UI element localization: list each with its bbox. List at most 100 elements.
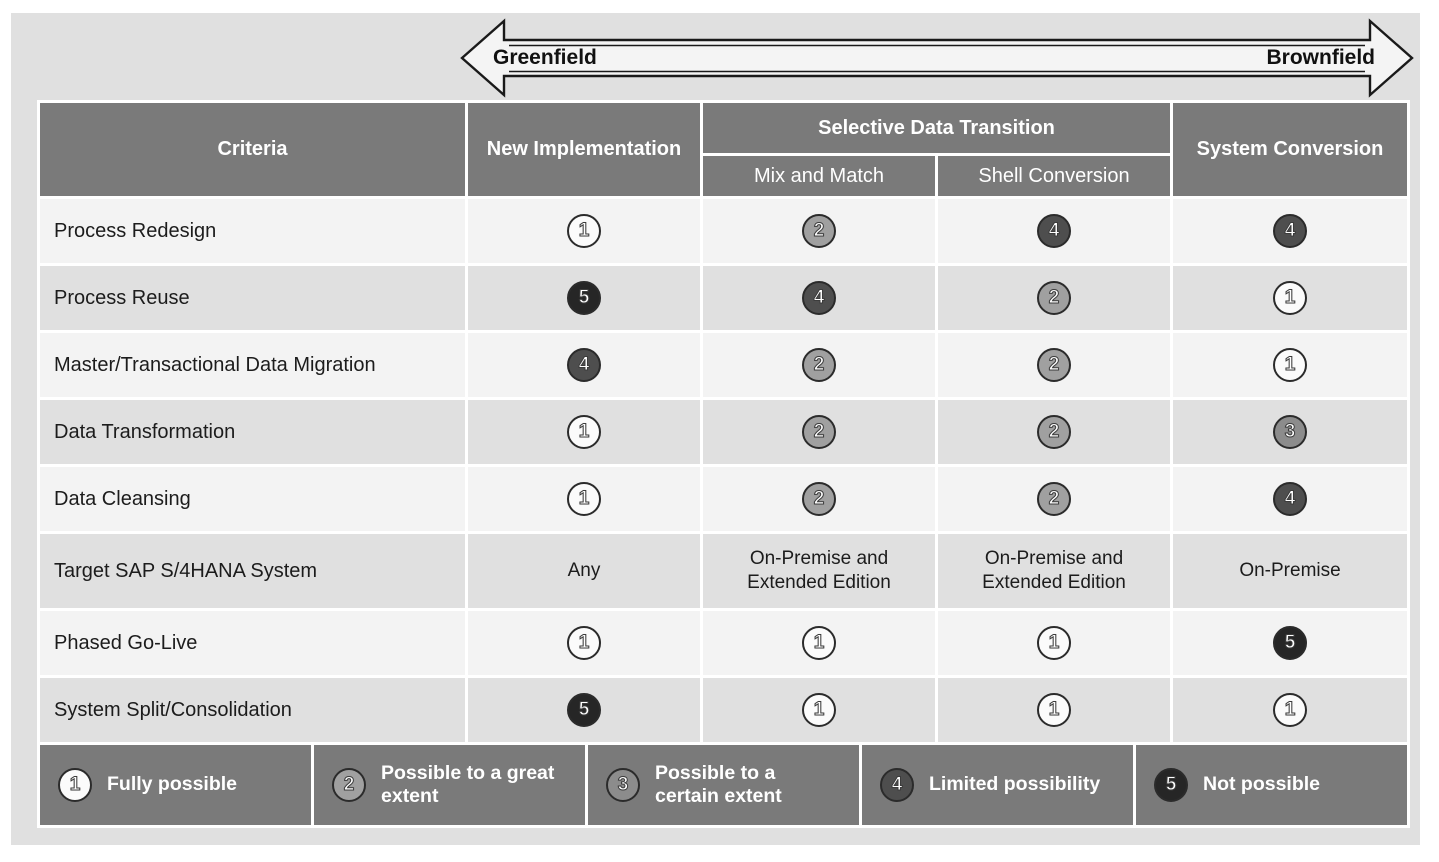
rating-badge: 2 [802,482,836,516]
system-conversion-header: System Conversion [1173,103,1408,196]
value-cell: 1 [703,611,935,675]
value-cell: 1 [703,678,935,742]
rating-badge: 4 [1037,214,1071,248]
rating-badge: 2 [332,768,366,802]
rating-badge: 1 [802,693,836,727]
selective-data-transition-header: Selective Data Transition [703,103,1171,153]
rating-badge: 1 [567,482,601,516]
value-cell: 1 [468,199,700,263]
new-implementation-header: New Implementation [468,103,700,196]
legend-item: 3 Possible to a certain extent [588,745,859,825]
table-row: Process Reuse 5 4 2 1 [40,266,1408,330]
header-row-top: Criteria New Implementation Selective Da… [40,103,1408,196]
table-row: Target SAP S/4HANA System Any On-Premise … [40,534,1408,608]
rating-badge: 2 [1037,348,1071,382]
value-cell: 1 [468,611,700,675]
legend-label: Possible to a certain extent [655,761,782,807]
value-cell: 2 [703,400,935,464]
value-cell: 2 [938,400,1171,464]
rating-badge: 2 [1037,415,1071,449]
rating-badge: 4 [567,348,601,382]
rating-badge: 2 [802,214,836,248]
table-row: Data Transformation 1 2 2 3 [40,400,1408,464]
criteria-header: Criteria [40,103,465,196]
rating-badge: 5 [1273,626,1308,660]
rating-badge: 5 [567,281,601,315]
criteria-cell: Data Cleansing [40,467,465,531]
comparison-table: Criteria New Implementation Selective Da… [37,100,1411,745]
value-cell: On-Premise [1173,534,1408,608]
header-row-sub: Mix and Match Shell Conversion [40,156,1407,196]
value-cell: 2 [703,199,935,263]
table-row: Phased Go-Live 1 1 1 5 [40,611,1408,675]
rating-badge: 2 [802,348,836,382]
legend: 1 Fully possible 2 Possible to a great e… [37,742,1410,828]
rating-badge: 1 [1037,626,1071,660]
value-cell: 1 [1173,266,1408,330]
value-cell: 2 [938,266,1171,330]
rating-badge: 1 [1273,281,1308,315]
legend-item: 5 Not possible [1136,745,1407,825]
rating-badge: 1 [1273,693,1308,727]
rating-badge: 1 [58,768,92,802]
value-cell: 2 [938,467,1171,531]
legend-label: Possible to a great extent [381,761,555,807]
value-cell: Any [468,534,700,608]
legend-label: Fully possible [107,773,238,796]
rating-badge: 5 [1154,768,1188,802]
value-cell: 5 [468,266,700,330]
rating-badge: 4 [1273,482,1308,516]
rating-badge: 1 [1273,348,1308,382]
greenfield-label: Greenfield [493,46,597,69]
rating-badge: 1 [1037,693,1071,727]
mix-and-match-header: Mix and Match [703,156,935,196]
rating-badge: 3 [606,768,640,802]
legend-label: Not possible [1203,773,1321,796]
rating-badge: 4 [1273,214,1308,248]
value-cell: 2 [938,333,1171,397]
rating-badge: 1 [567,626,601,660]
value-cell: 4 [468,333,700,397]
rating-badge: 1 [567,415,601,449]
criteria-cell: Process Redesign [40,199,465,263]
criteria-cell: Target SAP S/4HANA System [40,534,465,608]
value-cell: 1 [1173,333,1408,397]
value-cell: 1 [468,467,700,531]
value-cell: 1 [468,400,700,464]
rating-badge: 5 [567,693,601,727]
criteria-cell: Data Transformation [40,400,465,464]
legend-item: 2 Possible to a great extent [314,745,585,825]
criteria-cell: Process Reuse [40,266,465,330]
value-cell: 3 [1173,400,1408,464]
value-cell: 1 [938,678,1171,742]
legend-label: Limited possibility [929,773,1101,796]
value-cell: On-Premise and Extended Edition [938,534,1171,608]
table-row: System Split/Consolidation 5 1 1 1 [40,678,1408,742]
criteria-cell: System Split/Consolidation [40,678,465,742]
value-cell: 1 [938,611,1171,675]
value-cell: On-Premise and Extended Edition [703,534,935,608]
rating-badge: 4 [880,768,914,802]
rating-badge: 1 [802,626,836,660]
rating-badge: 4 [802,281,836,315]
rating-badge: 3 [1273,415,1308,449]
table-row: Master/Transactional Data Migration 4 2 2 1 [40,333,1408,397]
value-cell: 4 [938,199,1171,263]
criteria-cell: Master/Transactional Data Migration [40,333,465,397]
table-row: Process Redesign 1 2 4 4 [40,199,1408,263]
value-cell: 2 [703,333,935,397]
rating-badge: 2 [1037,281,1071,315]
figure-panel: Greenfield Brownfield Criteria New Imple… [11,13,1420,845]
shell-conversion-header: Shell Conversion [938,156,1171,196]
legend-item: 4 Limited possibility [862,745,1133,825]
double-arrow-icon [460,18,1414,98]
value-cell: 4 [703,266,935,330]
criteria-cell: Phased Go-Live [40,611,465,675]
rating-badge: 1 [567,214,601,248]
value-cell: 4 [1173,467,1408,531]
value-cell: 2 [703,467,935,531]
spectrum-arrow: Greenfield Brownfield [459,18,1415,98]
value-cell: 5 [468,678,700,742]
brownfield-label: Brownfield [1266,46,1376,69]
value-cell: 5 [1173,611,1408,675]
